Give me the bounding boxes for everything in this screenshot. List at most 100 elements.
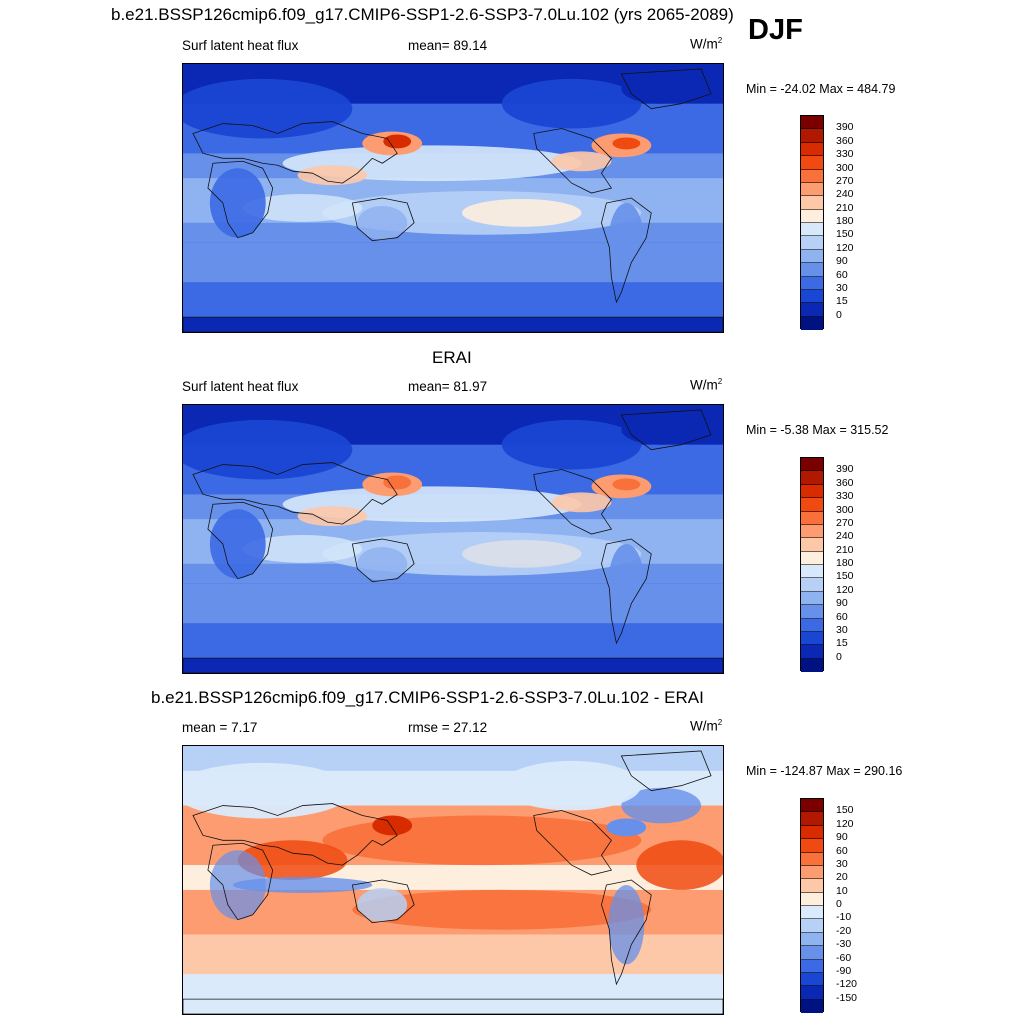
- kuroshio-core: [383, 475, 412, 490]
- colorbar-tick-label: 150: [836, 228, 854, 241]
- panel-3-minmax: Min = -124.87 Max = 290.16: [746, 764, 903, 778]
- colorbar-swatch: [801, 999, 823, 1013]
- panel-2-units: W/m2: [690, 377, 723, 393]
- colorbar-tick-label: 360: [836, 476, 854, 489]
- field-contour: [461, 539, 582, 568]
- colorbar-swatch: [801, 156, 823, 170]
- coastline: [533, 469, 613, 535]
- coastline: [351, 538, 415, 583]
- latitude-band: [183, 317, 723, 332]
- colorbar-swatch: [801, 289, 823, 304]
- panel-3-units: W/m2: [690, 718, 723, 734]
- colorbar-tick-label: 210: [836, 201, 854, 214]
- coastline: [601, 197, 652, 304]
- colorbar-tick-label: 90: [836, 831, 848, 844]
- colorbar-tick-label: 30: [836, 281, 848, 294]
- colorbar-tick-label: -150: [836, 991, 858, 1004]
- colorbar-swatch: [801, 484, 823, 499]
- colorbar-swatch: [801, 565, 823, 579]
- colorbar-swatch: [801, 852, 823, 866]
- colorbar-tick-label: 90: [836, 255, 848, 268]
- colorbar-swatch: [801, 645, 823, 659]
- colorbar-swatch: [801, 932, 823, 947]
- land-africa: [209, 168, 266, 238]
- colorbar-swatch: [801, 129, 823, 143]
- land-greenland: [621, 414, 702, 445]
- latitude-band: [183, 974, 723, 1014]
- coastline: [192, 462, 398, 525]
- latitude-band: [183, 623, 723, 659]
- latitude-band: [183, 282, 723, 318]
- field-contour: [621, 787, 702, 824]
- colorbar-swatch: [801, 551, 823, 565]
- colorbar-swatch: [801, 524, 823, 539]
- colorbar-swatch: [801, 142, 823, 157]
- colorbar-swatch: [801, 116, 823, 130]
- colorbar-tick-label: 120: [836, 817, 854, 830]
- colorbar-swatch: [801, 196, 823, 210]
- coastline: [351, 197, 415, 242]
- colorbar-tick-label: 330: [836, 490, 854, 503]
- colorbar-swatch: [801, 812, 823, 826]
- panel-1-units: W/m2: [690, 36, 723, 52]
- colorbar-tick-label: 120: [836, 583, 854, 596]
- land-australia: [357, 205, 408, 240]
- panel-2-variable-label: Surf latent heat flux: [182, 379, 299, 394]
- panel-3-heading: b.e21.BSSP126cmip6.f09_g17.CMIP6-SSP1-2.…: [151, 688, 704, 707]
- coastline: [533, 128, 613, 194]
- colorbar-tick-label: 270: [836, 516, 854, 529]
- colorbar-swatch: [801, 316, 823, 330]
- colorbar-tick-label: 20: [836, 871, 848, 884]
- colorbar-swatch: [801, 538, 823, 552]
- colorbar-tick-label: 30: [836, 857, 848, 870]
- gulf-stream-core: [612, 137, 641, 150]
- colorbar-tick-label: 150: [836, 804, 854, 817]
- gulf-stream-bias: [606, 818, 647, 837]
- colorbar-swatch: [801, 946, 823, 960]
- land-australia: [357, 546, 408, 581]
- colorbar-swatch: [801, 303, 823, 317]
- colorbar-swatch: [801, 892, 823, 906]
- colorbar-swatch: [801, 578, 823, 592]
- coastline: [620, 409, 712, 451]
- colorbar-tick-label: 60: [836, 610, 848, 623]
- colorbar-tick-label: 390: [836, 463, 854, 476]
- colorbar-swatch: [801, 839, 823, 853]
- colorbar-tick-label: -20: [836, 924, 852, 937]
- colorbar-swatch: [801, 236, 823, 250]
- coastline: [183, 998, 723, 1014]
- gulf-stream-core: [612, 478, 641, 491]
- colorbar-swatch: [801, 458, 823, 472]
- panel-1-mean-label: mean= 89.14: [408, 38, 488, 53]
- field-contour: [551, 151, 612, 172]
- figure-title: b.e21.BSSP126cmip6.f09_g17.CMIP6-SSP1-2.…: [111, 5, 734, 24]
- colorbar-tick-label: 300: [836, 161, 854, 174]
- colorbar-tick-label: 30: [836, 623, 848, 636]
- field-contour: [232, 877, 373, 893]
- colorbar-tick-label: 390: [836, 121, 854, 134]
- colorbar-swatch: [801, 986, 823, 1000]
- colorbar-tick-label: 0: [836, 308, 842, 321]
- panel-2-heading: ERAI: [432, 348, 472, 367]
- colorbar-tick-label: 120: [836, 241, 854, 254]
- colorbar-tick-label: 10: [836, 884, 848, 897]
- colorbar-tick-label: -30: [836, 938, 852, 951]
- colorbar-tick-label: -60: [836, 951, 852, 964]
- colorbar-swatch: [801, 959, 823, 973]
- colorbar-tick-label: 15: [836, 295, 848, 308]
- field-contour: [237, 840, 348, 880]
- coastline: [601, 879, 652, 986]
- colorbar-swatch: [801, 471, 823, 485]
- land-north-america: [501, 760, 642, 811]
- colorbar-tick-label: 60: [836, 268, 848, 281]
- colorbar-swatch: [801, 249, 823, 264]
- land-north-america: [501, 78, 642, 129]
- colorbar-swatch: [801, 879, 823, 893]
- land-africa: [209, 850, 266, 920]
- colorbar-tick-label: 240: [836, 188, 854, 201]
- field-contour: [551, 492, 612, 513]
- colorbar-tick-label: 210: [836, 543, 854, 556]
- coastline: [620, 750, 712, 792]
- coastline: [533, 810, 613, 876]
- coastline: [601, 538, 652, 645]
